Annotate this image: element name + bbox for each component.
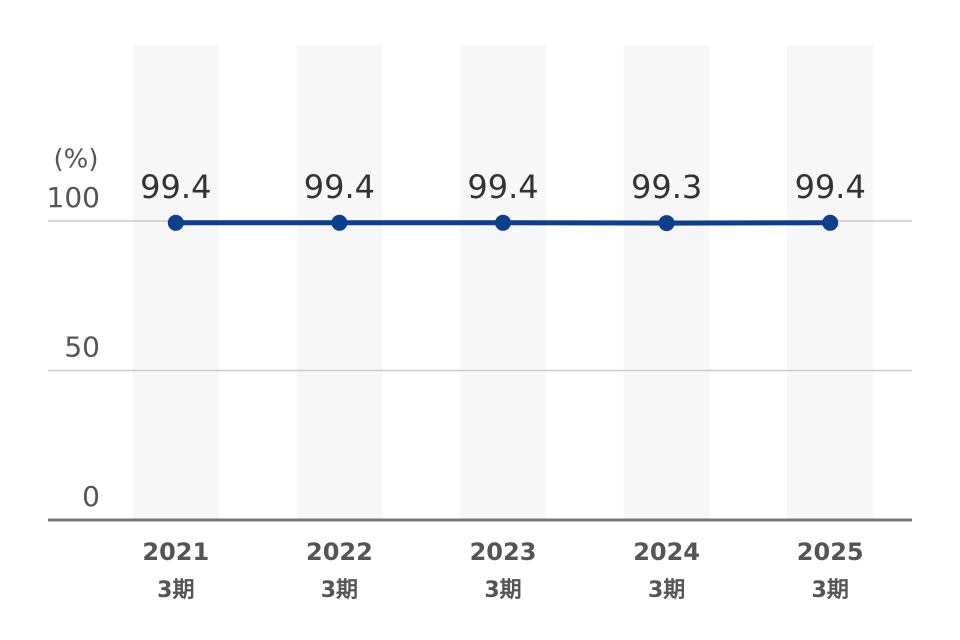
column-band [296,45,383,520]
data-point [658,215,675,232]
data-label: 99.3 [631,168,702,206]
x-tick-label: 3期 [812,578,849,603]
x-tick-label: 2023 [470,538,537,566]
column-shading [132,45,874,520]
y-axis-unit: (%) [54,145,99,175]
x-tick-label: 3期 [484,578,521,603]
data-label: 99.4 [795,168,866,206]
data-point [167,214,184,231]
x-tick-label: 2025 [797,538,864,566]
x-tick-label: 3期 [648,578,685,603]
x-tick-label: 2021 [142,538,209,566]
data-label: 99.4 [140,168,211,206]
column-band [787,45,874,520]
column-band [132,45,219,520]
y-tick-label: 100 [47,181,100,214]
data-point [495,214,511,231]
x-tick-label: 2022 [306,538,373,566]
y-tick-label: 0 [82,480,100,513]
x-tick-label: 3期 [157,578,194,603]
column-band [460,45,546,520]
x-tick-label: 3期 [321,578,358,603]
x-tick-label: 2024 [633,538,700,566]
column-band [623,45,710,520]
y-tick-label: 50 [64,331,100,364]
data-label: 99.4 [467,168,538,206]
data-label: 99.4 [304,168,375,206]
data-point [331,214,348,231]
data-point [822,214,839,231]
